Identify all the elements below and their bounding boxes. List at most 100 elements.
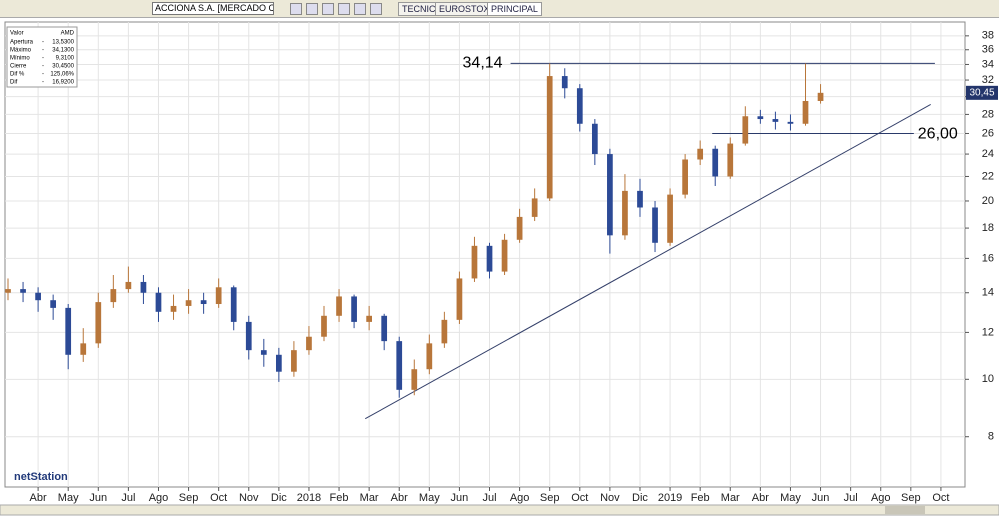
x-tick-label: Mar bbox=[721, 492, 740, 504]
candle-body bbox=[411, 369, 418, 390]
info-sep: - bbox=[42, 80, 44, 86]
info-sep: - bbox=[42, 64, 44, 70]
tool-icon[interactable] bbox=[290, 3, 302, 15]
candle-body bbox=[215, 287, 222, 305]
x-tick-label: Jul bbox=[844, 492, 858, 504]
y-tick-label: 38 bbox=[982, 30, 994, 42]
x-tick-label: Oct bbox=[210, 492, 227, 504]
candle-body bbox=[817, 92, 824, 101]
x-tick-label: Oct bbox=[571, 492, 588, 504]
info-label: Dif % bbox=[10, 72, 25, 78]
candle-body bbox=[35, 292, 41, 301]
candle-body bbox=[787, 121, 794, 124]
y-tick-label: 28 bbox=[982, 108, 994, 120]
candle-body bbox=[772, 119, 779, 122]
candle-body bbox=[712, 148, 719, 177]
trendline bbox=[364, 104, 931, 420]
candle-body bbox=[622, 190, 628, 236]
info-header: Valor bbox=[10, 31, 24, 37]
price-tag bbox=[966, 85, 998, 100]
candle-body bbox=[682, 159, 688, 195]
y-tick-label: 18 bbox=[982, 222, 994, 234]
tool-icon[interactable] bbox=[354, 3, 366, 15]
y-tick-label: 32 bbox=[982, 74, 994, 86]
y-tick-label: 22 bbox=[982, 170, 994, 182]
x-tick-label: Jun bbox=[89, 492, 107, 504]
x-tick-label: Ago bbox=[149, 492, 169, 504]
x-tick-label: Nov bbox=[239, 492, 259, 504]
price-tag-label: 30,45 bbox=[969, 87, 994, 98]
candle-body bbox=[471, 245, 478, 279]
x-tick-label: Sep bbox=[179, 492, 199, 504]
candle-body bbox=[155, 292, 162, 312]
tool-icon[interactable] bbox=[370, 3, 382, 15]
x-tick-label: Abr bbox=[391, 492, 408, 504]
info-sep: - bbox=[42, 56, 44, 62]
candle-body bbox=[757, 116, 764, 120]
candle-body bbox=[486, 245, 493, 272]
candle-body bbox=[65, 307, 72, 355]
candle-body bbox=[546, 76, 553, 199]
candle-body bbox=[396, 341, 403, 390]
candle-body bbox=[561, 76, 568, 89]
x-tick-label: Jun bbox=[812, 492, 830, 504]
brand: netStation bbox=[14, 471, 68, 483]
info-label: Apertura bbox=[10, 40, 34, 46]
candle-body bbox=[576, 88, 583, 124]
candle-body bbox=[95, 302, 102, 344]
candle-body bbox=[802, 100, 809, 124]
y-tick-label: 12 bbox=[982, 326, 994, 338]
info-label: Mínimo bbox=[10, 56, 30, 62]
candle-body bbox=[200, 300, 207, 305]
info-value: 30,4500 bbox=[52, 64, 74, 70]
x-tick-label: May bbox=[419, 492, 440, 504]
candle-body bbox=[170, 305, 177, 312]
info-sep: - bbox=[42, 72, 44, 78]
x-tick-label: Feb bbox=[691, 492, 710, 504]
info-label: Dif bbox=[10, 80, 18, 86]
info-header: AMD bbox=[61, 31, 75, 37]
scrollbar bbox=[0, 504, 999, 516]
tool-icon[interactable] bbox=[306, 3, 318, 15]
candle-body bbox=[140, 281, 147, 293]
candle-body bbox=[742, 116, 749, 144]
candle-body bbox=[366, 315, 372, 322]
x-tick-label: Sep bbox=[540, 492, 560, 504]
candle-body bbox=[607, 154, 613, 236]
y-tick-label: 14 bbox=[982, 287, 994, 299]
info-value: 34,1300 bbox=[52, 48, 74, 54]
candle-body bbox=[321, 315, 327, 337]
plot-area bbox=[4, 21, 966, 488]
symbol-field[interactable]: ACCIONA S.A. [MERCADO CONTINUO] bbox=[152, 2, 274, 15]
x-tick-label: 2019 bbox=[658, 492, 682, 504]
candle-body bbox=[185, 300, 192, 306]
candle-body bbox=[110, 289, 117, 303]
candle-body bbox=[50, 300, 57, 308]
x-tick-label: Jul bbox=[121, 492, 135, 504]
scroll-thumb[interactable] bbox=[885, 506, 925, 514]
tool-icon[interactable] bbox=[338, 3, 350, 15]
y-tick-label: 34 bbox=[982, 58, 994, 70]
candle-body bbox=[637, 190, 643, 208]
x-tick-label: Abr bbox=[752, 492, 769, 504]
toolbar: ACCIONA S.A. [MERCADO CONTINUO] TECNICO … bbox=[0, 0, 999, 18]
info-label: Cierre bbox=[10, 64, 27, 70]
candle-body bbox=[260, 350, 267, 355]
level-label: 34,14 bbox=[463, 55, 503, 72]
x-tick-label: Ago bbox=[510, 492, 530, 504]
x-tick-label: Feb bbox=[330, 492, 349, 504]
y-tick-label: 36 bbox=[982, 44, 994, 56]
candle-body bbox=[291, 350, 297, 372]
tool-icon[interactable] bbox=[322, 3, 334, 15]
candle-body bbox=[20, 289, 26, 293]
x-tick-label: Ago bbox=[871, 492, 891, 504]
y-tick-label: 26 bbox=[982, 127, 994, 139]
x-tick-label: Oct bbox=[932, 492, 949, 504]
x-tick-label: Dic bbox=[271, 492, 287, 504]
candle-body bbox=[336, 296, 342, 316]
tab[interactable]: PRINCIPAL bbox=[487, 2, 542, 16]
info-label: Máximo bbox=[10, 48, 32, 54]
info-value: 16,9200 bbox=[52, 80, 74, 86]
info-sep: - bbox=[42, 48, 44, 54]
candle-body bbox=[591, 123, 598, 155]
